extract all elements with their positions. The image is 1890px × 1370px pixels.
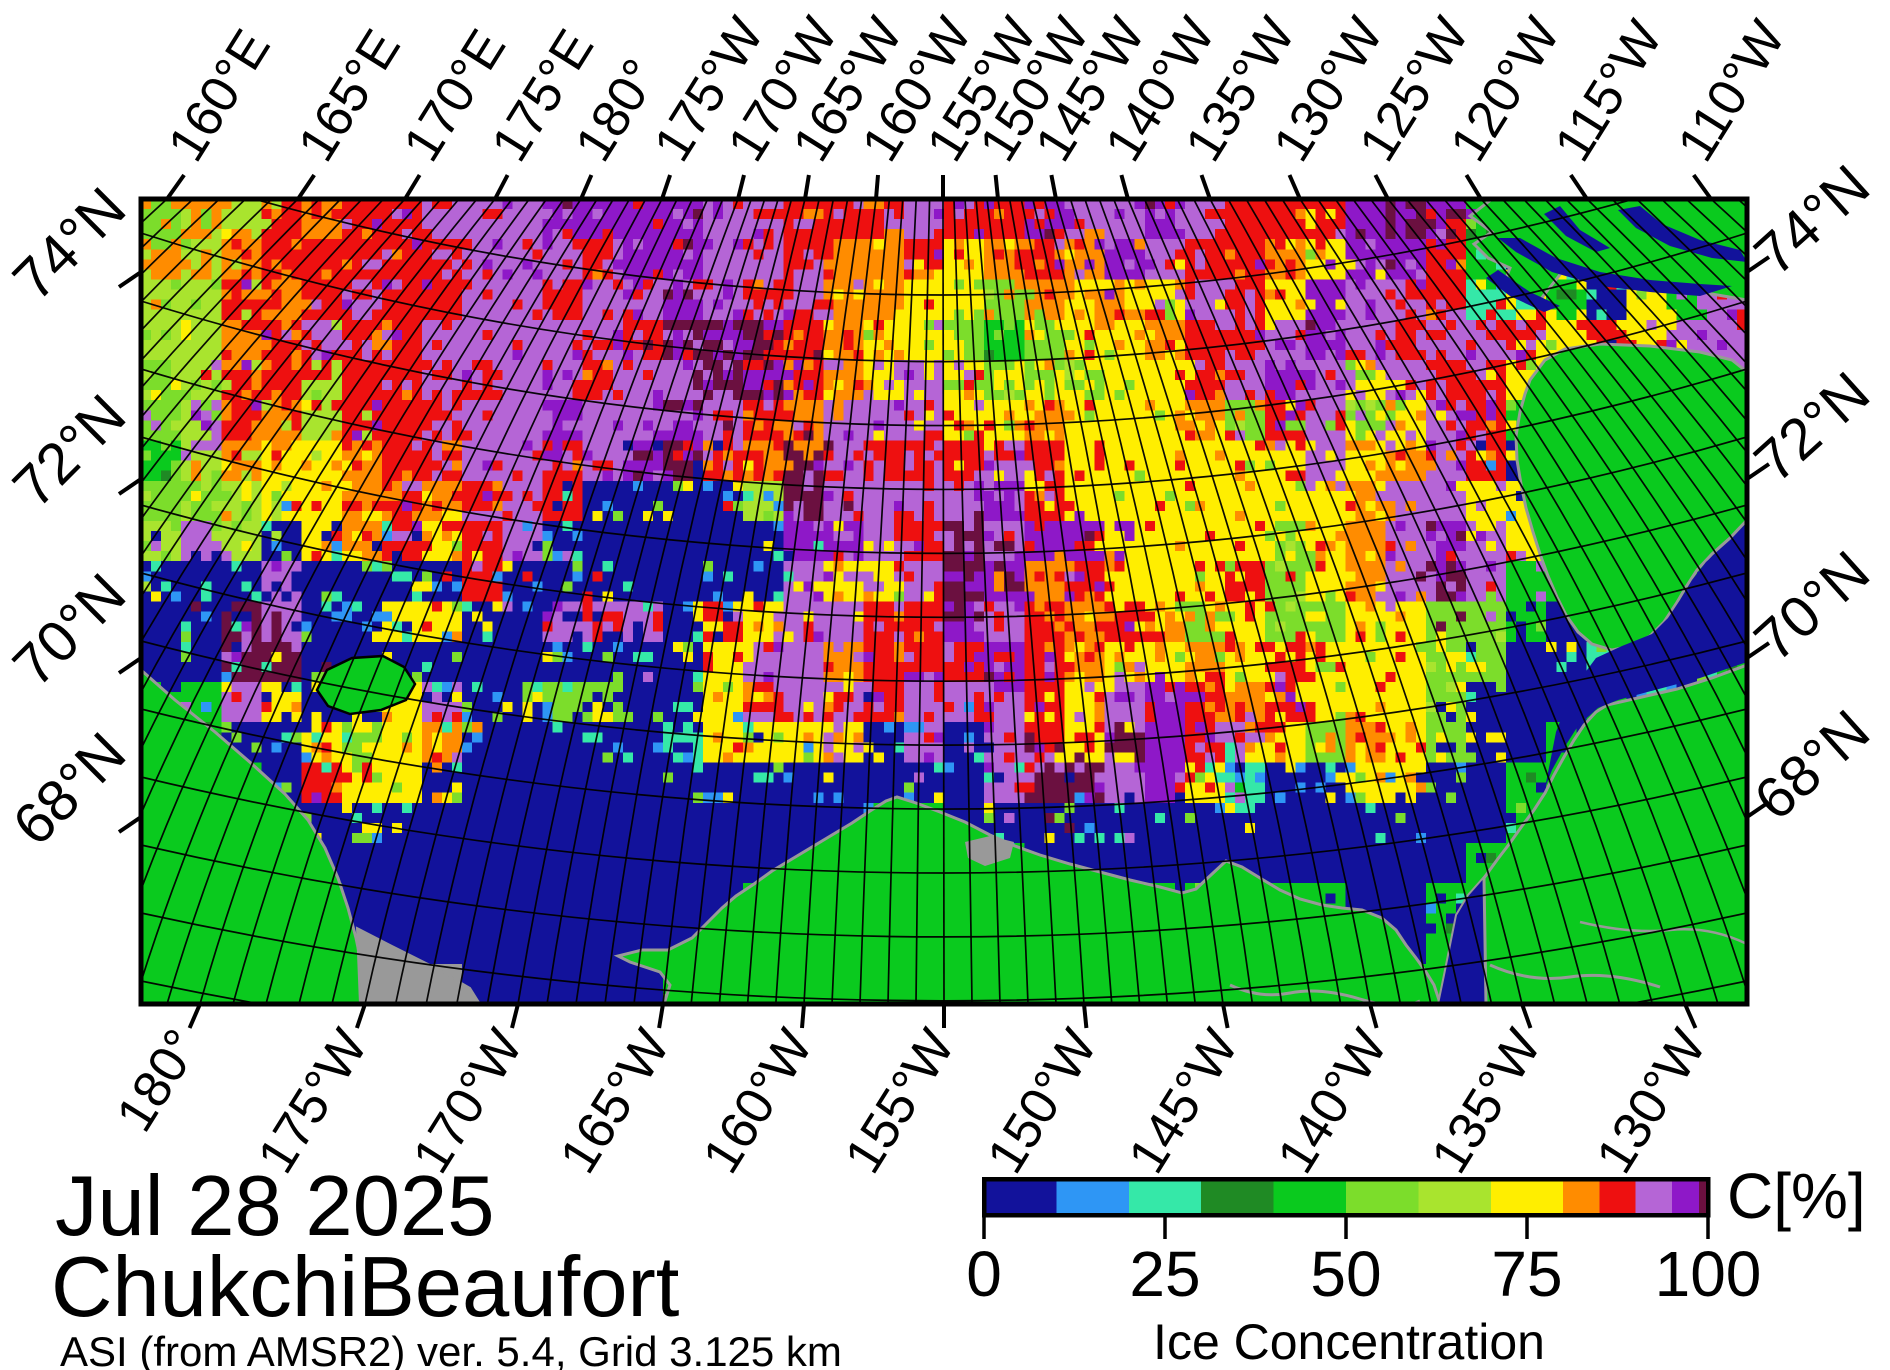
svg-text:70°N: 70°N xyxy=(1742,539,1882,674)
svg-text:0: 0 xyxy=(966,1238,1002,1310)
svg-text:74°N: 74°N xyxy=(1,175,139,313)
svg-text:ASI (from AMSR2) ver. 5.4, Gr: ASI (from AMSR2) ver. 5.4, Grid 3.125 km xyxy=(60,1328,842,1370)
svg-text:C[%]: C[%] xyxy=(1727,1160,1866,1232)
svg-text:180°: 180° xyxy=(106,1020,212,1142)
svg-text:72°N: 72°N xyxy=(1742,360,1882,495)
svg-text:110°W: 110°W xyxy=(1667,11,1797,171)
svg-text:100: 100 xyxy=(1655,1238,1762,1310)
svg-text:68°N: 68°N xyxy=(1,720,139,858)
svg-text:72°N: 72°N xyxy=(1,382,139,520)
svg-text:Ice Concentration: Ice Concentration xyxy=(1153,1314,1545,1370)
svg-text:50: 50 xyxy=(1310,1238,1381,1310)
svg-text:135°W: 135°W xyxy=(1420,1020,1552,1184)
svg-text:165°E: 165°E xyxy=(287,20,412,171)
svg-text:130°W: 130°W xyxy=(1585,1020,1717,1184)
svg-text:70°N: 70°N xyxy=(1,561,139,699)
svg-text:150°W: 150°W xyxy=(976,1020,1108,1184)
svg-text:75: 75 xyxy=(1491,1238,1562,1310)
svg-text:Jul 28 2025: Jul 28 2025 xyxy=(55,1159,495,1254)
svg-text:140°W: 140°W xyxy=(1267,1020,1399,1184)
svg-text:160°E: 160°E xyxy=(157,20,282,171)
svg-text:68°N: 68°N xyxy=(1742,698,1882,833)
svg-text:145°W: 145°W xyxy=(1118,1020,1250,1184)
svg-text:74°N: 74°N xyxy=(1742,153,1882,288)
svg-text:165°W: 165°W xyxy=(549,1020,681,1184)
svg-text:25: 25 xyxy=(1129,1238,1200,1310)
svg-text:160°W: 160°W xyxy=(692,1020,824,1184)
svg-text:ChukchiBeaufort: ChukchiBeaufort xyxy=(51,1240,679,1335)
svg-text:155°W: 155°W xyxy=(834,1020,966,1184)
